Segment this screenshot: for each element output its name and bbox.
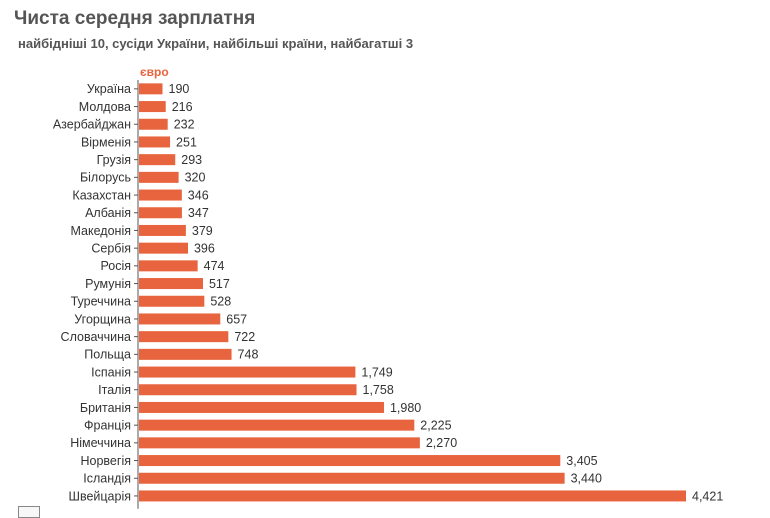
category-label: Норвегія — [81, 454, 132, 468]
category-label: Іспанія — [91, 365, 131, 379]
bar — [139, 455, 561, 467]
value-label: 1,758 — [363, 383, 394, 397]
value-label: 379 — [192, 224, 213, 238]
bar — [139, 224, 186, 236]
category-label: Британія — [80, 401, 131, 415]
legend-swatch — [18, 506, 40, 518]
bar — [139, 313, 221, 325]
category-label: Росія — [100, 259, 131, 273]
category-label: Угорщина — [74, 312, 131, 326]
bar — [139, 366, 356, 378]
bar — [139, 384, 357, 396]
chart-subtitle: найбідніші 10, сусіди України, найбільші… — [18, 36, 414, 51]
category-label: Сербія — [91, 241, 131, 255]
category-label: Албанія — [85, 206, 131, 220]
bar — [139, 419, 415, 431]
bar — [139, 278, 203, 290]
category-label: Азербайджан — [53, 118, 131, 132]
category-label: Вірменія — [81, 135, 131, 149]
value-label: 3,440 — [571, 472, 602, 486]
bar — [139, 401, 384, 413]
value-label: 2,270 — [426, 436, 457, 450]
bar — [139, 437, 420, 449]
unit-label: євро — [140, 65, 169, 79]
category-label: Словаччина — [61, 330, 132, 344]
bar — [139, 295, 205, 307]
chart-title: Чиста середня зарплатня — [14, 8, 256, 29]
category-label: Туреччина — [71, 295, 131, 309]
value-label: 1,980 — [390, 401, 421, 415]
value-label: 474 — [204, 259, 225, 273]
value-label: 4,421 — [692, 489, 723, 503]
value-label: 517 — [209, 277, 230, 291]
category-label: Франція — [84, 418, 131, 432]
category-label: Македонія — [71, 224, 132, 238]
value-label: 216 — [172, 100, 193, 114]
value-label: 722 — [234, 330, 255, 344]
bar — [139, 136, 171, 148]
category-label: Румунія — [85, 277, 131, 291]
category-label: Україна — [87, 82, 131, 96]
value-label: 3,405 — [566, 454, 597, 468]
value-label: 347 — [188, 206, 209, 220]
bar — [139, 101, 166, 113]
bar — [139, 348, 232, 360]
value-label: 346 — [188, 188, 209, 202]
bar — [139, 260, 198, 272]
bar — [139, 472, 565, 484]
category-label: Молдова — [79, 100, 131, 114]
value-label: 293 — [181, 153, 202, 167]
bar — [139, 189, 182, 201]
value-label: 657 — [226, 312, 247, 326]
value-label: 320 — [185, 171, 206, 185]
category-label: Грузія — [97, 153, 131, 167]
value-label: 190 — [169, 82, 190, 96]
bar — [139, 118, 168, 130]
bar — [139, 154, 176, 166]
category-label: Ісландія — [83, 472, 131, 486]
bar — [139, 207, 182, 219]
value-label: 2,225 — [420, 418, 451, 432]
bar — [139, 331, 229, 343]
category-label: Білорусь — [80, 171, 131, 185]
value-label: 251 — [176, 135, 197, 149]
category-label: Казахстан — [72, 188, 131, 202]
value-label: 232 — [174, 118, 195, 132]
category-label: Німеччина — [70, 436, 131, 450]
category-label: Швейцарія — [69, 489, 132, 503]
bar — [139, 83, 163, 95]
bar — [139, 171, 179, 183]
value-label: 748 — [238, 348, 259, 362]
bar — [139, 242, 188, 254]
value-label: 396 — [194, 241, 215, 255]
value-label: 1,749 — [361, 365, 392, 379]
value-label: 528 — [210, 295, 231, 309]
category-label: Італія — [98, 383, 131, 397]
category-label: Польща — [84, 348, 131, 362]
bar — [139, 490, 686, 502]
